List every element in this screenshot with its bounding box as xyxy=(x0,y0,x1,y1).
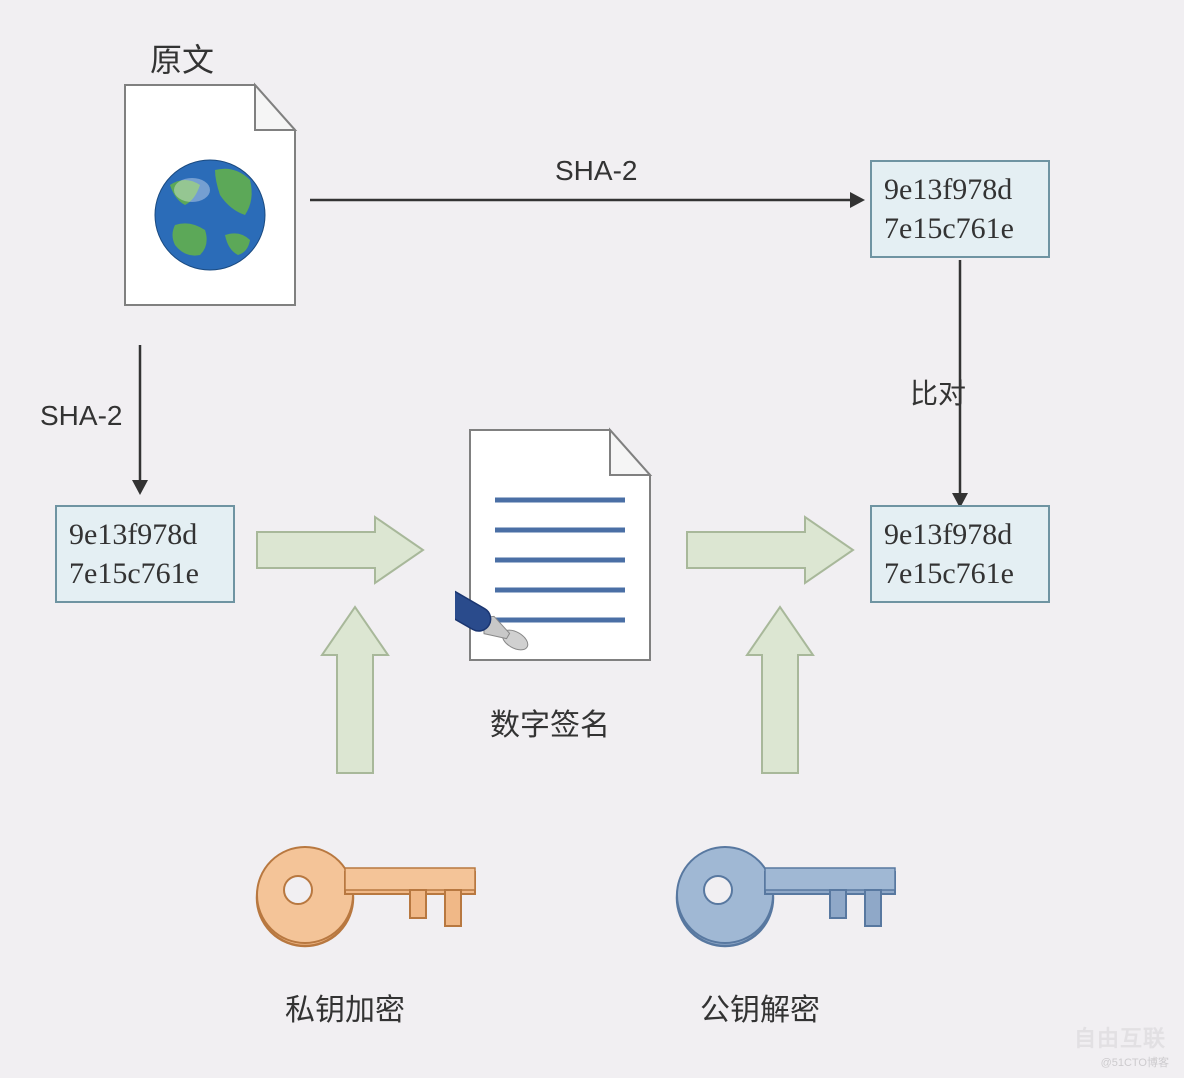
public-key-icon xyxy=(670,810,900,960)
thick-arrow-up-private xyxy=(320,605,390,775)
hash-line2: 7e15c761e xyxy=(884,209,1036,248)
sha2-top-label: SHA-2 xyxy=(555,155,637,187)
hash-box-top-right: 9e13f978d 7e15c761e xyxy=(870,160,1050,258)
signature-label: 数字签名 xyxy=(490,700,610,744)
private-key-label: 私钥加密 xyxy=(285,985,405,1029)
original-label: 原文 xyxy=(150,35,214,81)
sha2-top-arrow xyxy=(310,188,865,212)
hash-line1: 9e13f978d xyxy=(884,515,1036,554)
sha2-left-arrow xyxy=(128,345,152,495)
hash-line2: 7e15c761e xyxy=(69,554,221,593)
private-key-icon xyxy=(250,810,480,960)
hash-box-right: 9e13f978d 7e15c761e xyxy=(870,505,1050,603)
hash-box-left: 9e13f978d 7e15c761e xyxy=(55,505,235,603)
hash-line1: 9e13f978d xyxy=(69,515,221,554)
watermark-brand: 自由互联 xyxy=(1074,1021,1166,1053)
watermark-sub: @51CTO博客 xyxy=(1101,1054,1169,1070)
original-document-icon xyxy=(120,80,300,310)
hash-line2: 7e15c761e xyxy=(884,554,1036,593)
signature-document-icon xyxy=(455,415,665,675)
thick-arrow-left xyxy=(255,515,425,585)
hash-line1: 9e13f978d xyxy=(884,170,1036,209)
thick-arrow-right xyxy=(685,515,855,585)
public-key-label: 公钥解密 xyxy=(700,985,820,1029)
sha2-left-label: SHA-2 xyxy=(40,400,122,432)
compare-label: 比对 xyxy=(910,372,966,412)
thick-arrow-up-public xyxy=(745,605,815,775)
